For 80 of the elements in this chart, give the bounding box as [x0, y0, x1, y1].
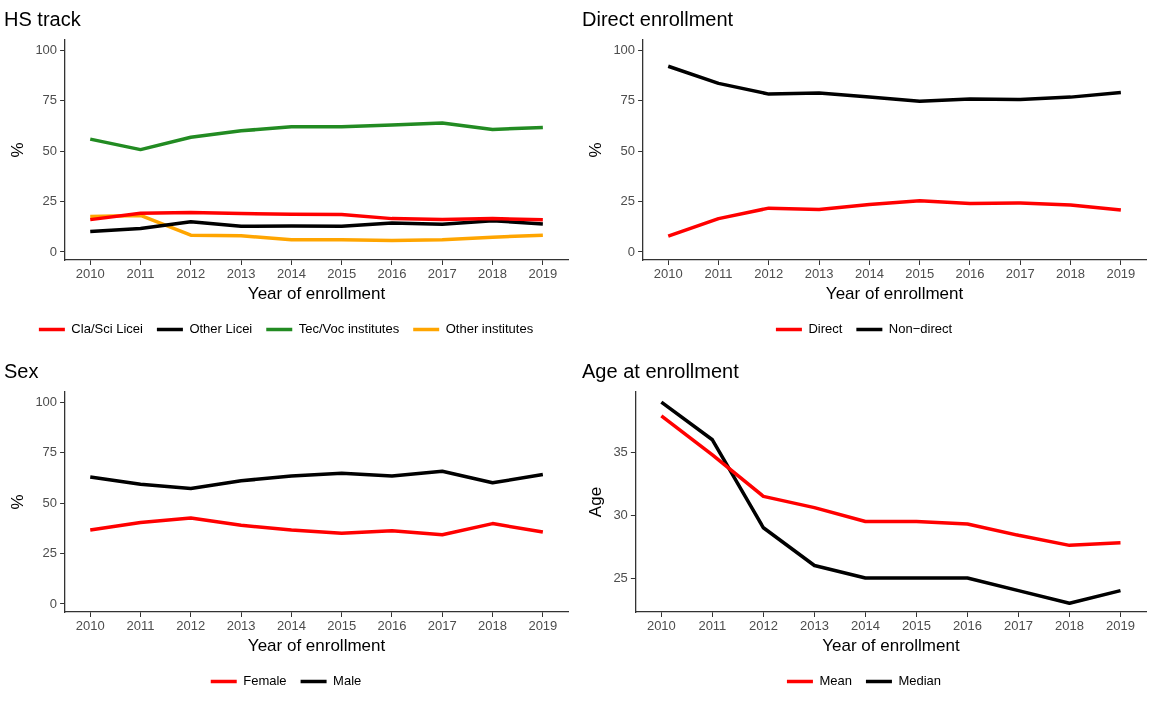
- y-tick-label: 0: [627, 243, 636, 259]
- chart-title: HS track: [4, 7, 82, 30]
- y-axis-title: %: [7, 142, 27, 158]
- x-tick-label: 2018: [1055, 618, 1084, 634]
- legend-label: Other institutes: [445, 321, 534, 337]
- y-tick-label: 50: [620, 142, 636, 158]
- y-tick-label: 25: [42, 193, 58, 209]
- legend-label: Male: [333, 673, 362, 689]
- x-tick-label: 2011: [704, 266, 733, 282]
- x-tick-label: 2011: [698, 618, 727, 634]
- x-tick-label: 2018: [478, 618, 508, 634]
- x-tick-label: 2011: [126, 618, 155, 634]
- legend-label: Median: [898, 673, 942, 689]
- y-axis-title: Age: [585, 486, 605, 518]
- x-tick-label: 2018: [1056, 266, 1086, 282]
- y-tick-label: 75: [42, 444, 58, 460]
- x-tick-label: 2012: [748, 618, 778, 634]
- y-axis-title: %: [585, 142, 605, 158]
- chart-title: Age at enrollment: [582, 359, 740, 382]
- y-tick-label: 35: [613, 443, 628, 459]
- x-axis-title: Year of enrollment: [822, 636, 960, 656]
- y-tick-label: 100: [35, 393, 58, 409]
- x-tick-label: 2019: [528, 266, 558, 282]
- y-tick-label: 25: [620, 193, 636, 209]
- x-tick-label: 2016: [955, 266, 985, 282]
- x-tick-label: 2013: [226, 618, 256, 634]
- x-tick-label: 2015: [901, 618, 931, 634]
- x-tick-label: 2010: [646, 618, 676, 634]
- legend-label: Cla/Sci Licei: [71, 321, 144, 337]
- x-tick-label: 2014: [854, 266, 884, 282]
- x-tick-label: 2014: [276, 618, 306, 634]
- x-tick-label: 2017: [1004, 618, 1033, 634]
- x-axis-title: Year of enrollment: [247, 636, 386, 656]
- y-tick-label: 100: [35, 41, 58, 57]
- legend-label: Non−direct: [888, 321, 953, 337]
- x-tick-label: 2012: [754, 266, 784, 282]
- x-tick-label: 2016: [377, 618, 407, 634]
- x-tick-label: 2014: [276, 266, 306, 282]
- x-axis-title: Year of enrollment: [825, 284, 964, 304]
- y-tick-label: 75: [620, 92, 636, 108]
- y-tick-label: 75: [42, 92, 58, 108]
- y-tick-label: 30: [613, 506, 628, 522]
- chart-title: Sex: [4, 359, 39, 382]
- x-tick-label: 2018: [478, 266, 508, 282]
- legend-label: Other Licei: [189, 321, 253, 337]
- x-axis-title: Year of enrollment: [247, 284, 386, 304]
- chart-title: Direct enrollment: [582, 7, 734, 30]
- x-tick-label: 2019: [1106, 618, 1135, 634]
- y-tick-label: 25: [42, 545, 58, 561]
- x-tick-label: 2012: [176, 266, 206, 282]
- x-tick-label: 2016: [377, 266, 407, 282]
- y-tick-label: 50: [42, 142, 58, 158]
- y-tick-label: 0: [49, 595, 58, 611]
- legend-label: Mean: [819, 673, 852, 689]
- legend-label: Tec/Voc institutes: [298, 321, 400, 337]
- legend-label: Female: [243, 673, 287, 689]
- x-tick-label: 2019: [1106, 266, 1136, 282]
- y-tick-label: 50: [42, 494, 58, 510]
- x-tick-label: 2013: [226, 266, 256, 282]
- x-tick-label: 2013: [799, 618, 829, 634]
- x-tick-label: 2019: [528, 618, 558, 634]
- x-tick-label: 2015: [327, 266, 357, 282]
- x-tick-label: 2011: [126, 266, 155, 282]
- x-tick-label: 2010: [653, 266, 683, 282]
- legend-label: Direct: [808, 321, 843, 337]
- y-tick-label: 100: [613, 41, 636, 57]
- x-tick-label: 2015: [905, 266, 935, 282]
- x-tick-label: 2010: [75, 618, 105, 634]
- x-tick-label: 2010: [75, 266, 105, 282]
- y-tick-label: 0: [49, 243, 58, 259]
- x-tick-label: 2012: [176, 618, 206, 634]
- y-axis-title: %: [7, 494, 27, 510]
- x-tick-label: 2014: [850, 618, 880, 634]
- x-tick-label: 2015: [327, 618, 357, 634]
- x-tick-label: 2016: [952, 618, 982, 634]
- x-tick-label: 2017: [1005, 266, 1035, 282]
- x-tick-label: 2013: [804, 266, 834, 282]
- y-tick-label: 25: [613, 569, 628, 585]
- x-tick-label: 2017: [427, 618, 457, 634]
- x-tick-label: 2017: [427, 266, 457, 282]
